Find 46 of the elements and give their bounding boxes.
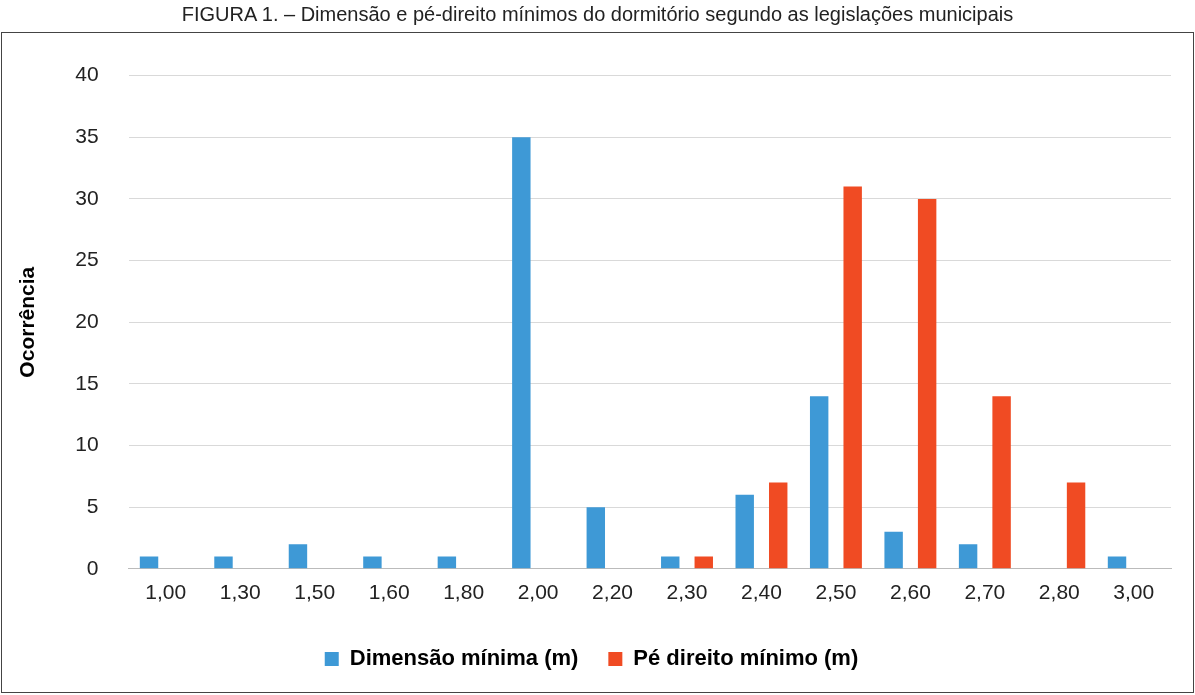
x-tick-label: 2,70	[964, 580, 1006, 604]
bar	[694, 556, 713, 569]
bar	[437, 556, 457, 569]
bar	[917, 198, 937, 569]
x-tick-label: 2,80	[1038, 580, 1080, 604]
y-tick-label: 0	[86, 555, 99, 579]
legend-label: Dimensão mínima (m)	[349, 645, 579, 671]
x-tick-label: 2,40	[741, 580, 782, 604]
bar	[958, 544, 978, 569]
x-tick-label: 2,20	[592, 580, 633, 604]
x-tick-label: 1,80	[443, 580, 485, 604]
bar	[288, 544, 308, 569]
bar	[809, 396, 829, 569]
bar	[586, 507, 606, 569]
x-tick-label: 1,50	[294, 580, 336, 604]
y-tick-label: 40	[75, 62, 99, 86]
x-tick-label: 1,00	[145, 580, 187, 604]
bar	[363, 556, 382, 569]
bar	[661, 556, 680, 569]
y-tick-label: 35	[75, 124, 99, 148]
x-tick-label: 2,50	[815, 580, 857, 604]
y-axis-title: Ocorrência	[15, 266, 39, 378]
legend-label: Pé direito mínimo (m)	[633, 645, 859, 671]
bar	[884, 531, 903, 569]
y-tick-label: 30	[75, 185, 99, 209]
bar	[735, 494, 754, 569]
bar	[512, 137, 531, 569]
y-tick-label: 25	[75, 247, 99, 271]
chart-title: FIGURA 1. – Dimensão e pé-direito mínimos do dormitório segundo as legislações municipais	[180, 2, 1015, 27]
bar	[1107, 556, 1127, 569]
x-tick-label: 2,30	[666, 580, 708, 604]
x-tick-label: 1,30	[219, 580, 261, 604]
y-tick-label: 20	[75, 309, 99, 332]
x-tick-label: 2,00	[517, 580, 559, 604]
bar	[214, 556, 233, 569]
bar	[992, 396, 1011, 569]
bar	[843, 186, 862, 569]
y-tick-label: 10	[75, 432, 99, 456]
x-tick-label: 2,60	[889, 580, 931, 604]
bar	[139, 556, 159, 569]
bar	[769, 482, 788, 569]
x-tick-label: 1,60	[368, 580, 410, 604]
bar	[1066, 482, 1086, 569]
x-tick-label: 3,00	[1113, 580, 1155, 604]
y-tick-label: 5	[86, 493, 99, 517]
y-tick-label: 15	[75, 370, 99, 394]
